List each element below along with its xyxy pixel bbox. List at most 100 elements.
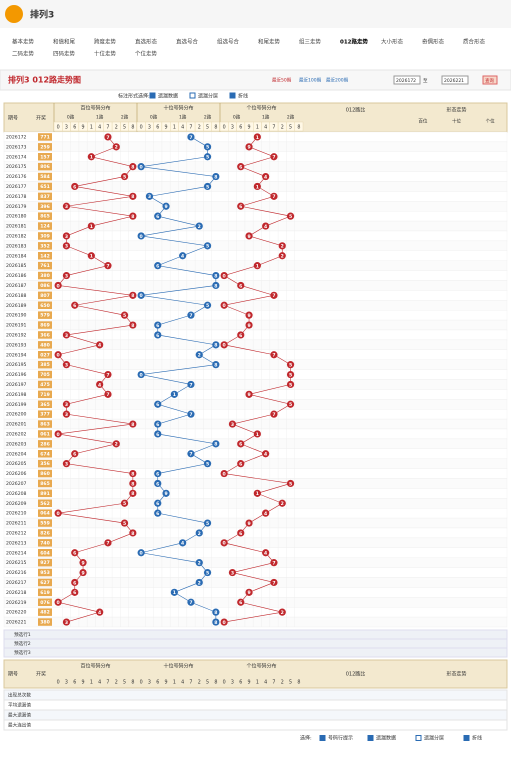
- range-link[interactable]: 最近50期: [272, 77, 292, 84]
- hit-ball: [129, 479, 137, 488]
- nav-link[interactable]: 和值和尾: [53, 38, 76, 46]
- option-checkbox[interactable]: [149, 92, 156, 99]
- nav-link[interactable]: 大小形态: [381, 38, 404, 46]
- option-text[interactable]: 遗漏分层: [198, 93, 218, 100]
- draw-number: 604: [40, 550, 50, 556]
- legend-option[interactable]: 遗漏数据: [376, 735, 396, 742]
- hit-ball: [270, 410, 278, 418]
- legend-checkbox[interactable]: [463, 735, 470, 741]
- option-text[interactable]: 折线: [238, 93, 248, 100]
- hit-ball: [71, 549, 79, 557]
- range-link[interactable]: 最近200期: [326, 77, 349, 84]
- footer-digit-header: 8: [131, 680, 134, 686]
- nav-link[interactable]: 二码走势: [12, 50, 35, 58]
- hit-digit: 6: [156, 501, 159, 507]
- hit-ball: [162, 489, 170, 497]
- option-checkbox[interactable]: [229, 92, 236, 99]
- nav-link[interactable]: 十位走势: [94, 50, 117, 58]
- nav-link[interactable]: 直选形态: [135, 38, 158, 46]
- hit-digit: 9: [247, 323, 250, 329]
- legend-checkbox[interactable]: [319, 735, 326, 741]
- from-input[interactable]: [393, 75, 421, 85]
- hit-ball: [104, 539, 112, 547]
- draw-number: 891: [40, 491, 50, 497]
- hit-ball: [262, 222, 270, 230]
- hit-digit: 0: [57, 283, 60, 289]
- hit-ball: [96, 380, 104, 389]
- hit-digit: 5: [206, 570, 209, 576]
- hit-digit: 2: [198, 580, 201, 586]
- hit-ball: [187, 410, 195, 418]
- hit-digit: 7: [189, 452, 192, 458]
- to-input[interactable]: [441, 75, 469, 85]
- hit-ball: [54, 430, 62, 438]
- hit-ball: [228, 568, 237, 577]
- row-band: [3, 458, 508, 469]
- nav-link[interactable]: 奇偶形态: [422, 38, 445, 46]
- hit-digit: 1: [173, 392, 176, 398]
- footer-digit-header: 5: [206, 680, 209, 686]
- footer-digit-header: 5: [123, 680, 126, 686]
- legend-checkbox[interactable]: [367, 735, 374, 741]
- option-checkbox[interactable]: [189, 92, 196, 99]
- issue: 2026178: [6, 194, 27, 200]
- nav-link[interactable]: 跨度走势: [94, 38, 117, 46]
- option-text[interactable]: 遗漏数据: [158, 93, 178, 100]
- nav-link[interactable]: 组选号合: [217, 38, 240, 46]
- hit-ball: [96, 341, 104, 349]
- footer-right-header: 012路比: [346, 671, 366, 678]
- hit-digit: 7: [189, 412, 192, 418]
- hit-digit: 5: [206, 244, 209, 250]
- footer-digit-header: 0: [223, 680, 226, 686]
- route-header: 0路: [150, 114, 158, 121]
- nav-link[interactable]: 组三走势: [299, 38, 322, 46]
- hit-digit: 3: [65, 461, 68, 467]
- legend-option[interactable]: 号码行提示: [328, 735, 353, 742]
- nav-link[interactable]: 和尾走势: [258, 38, 281, 46]
- to-value: 2026221: [444, 78, 464, 84]
- legend-option[interactable]: 遗漏分层: [424, 735, 444, 742]
- nav-link[interactable]: 四码走势: [53, 50, 76, 58]
- legend-checkbox[interactable]: [415, 735, 422, 741]
- hit-digit: 3: [65, 402, 68, 408]
- nav-link[interactable]: 直选号合: [176, 38, 199, 46]
- hit-digit: 7: [272, 580, 275, 586]
- hit-ball: [212, 361, 220, 369]
- digit-header: 7: [189, 125, 192, 131]
- issue: 2026206: [6, 471, 27, 477]
- footer-digit-header: 4: [264, 680, 267, 686]
- preselect-row[interactable]: [3, 638, 508, 649]
- issue: 2026203: [6, 441, 27, 447]
- draw-number: 579: [40, 313, 50, 319]
- row-band: [3, 527, 508, 539]
- preselect-row[interactable]: [3, 647, 508, 658]
- nav-link[interactable]: 012路走势: [340, 38, 368, 46]
- draw-number: 142: [40, 253, 50, 259]
- draw-bg: [38, 430, 52, 438]
- hit-digit: 8: [131, 422, 134, 428]
- query-button[interactable]: [482, 75, 498, 85]
- nav-link[interactable]: 质合形态: [463, 38, 486, 46]
- draw-number: 953: [40, 570, 50, 576]
- hit-digit: 4: [264, 224, 267, 230]
- row-band: [3, 339, 508, 350]
- draw-bg: [38, 608, 52, 616]
- preselect-row[interactable]: [3, 629, 508, 640]
- nav-link[interactable]: 基本走势: [12, 38, 35, 46]
- hit-ball: [245, 143, 253, 151]
- hit-digit: 1: [256, 432, 259, 438]
- digit-header: 9: [248, 125, 251, 131]
- hit-digit: 9: [81, 560, 84, 566]
- hit-ball: [129, 291, 137, 299]
- issue: 2026184: [6, 253, 27, 259]
- hit-ball: [104, 133, 112, 141]
- query-label[interactable]: 查询: [485, 77, 494, 84]
- nav-link[interactable]: 个位走势: [135, 50, 158, 58]
- from-value: 2026172: [396, 78, 416, 84]
- hit-digit: 5: [123, 313, 126, 319]
- legend-option[interactable]: 折线: [472, 735, 482, 742]
- hit-ball: [87, 153, 95, 161]
- draw-number: 650: [40, 303, 50, 309]
- range-link[interactable]: 最近100期: [299, 77, 322, 84]
- hit-digit: 5: [289, 214, 292, 220]
